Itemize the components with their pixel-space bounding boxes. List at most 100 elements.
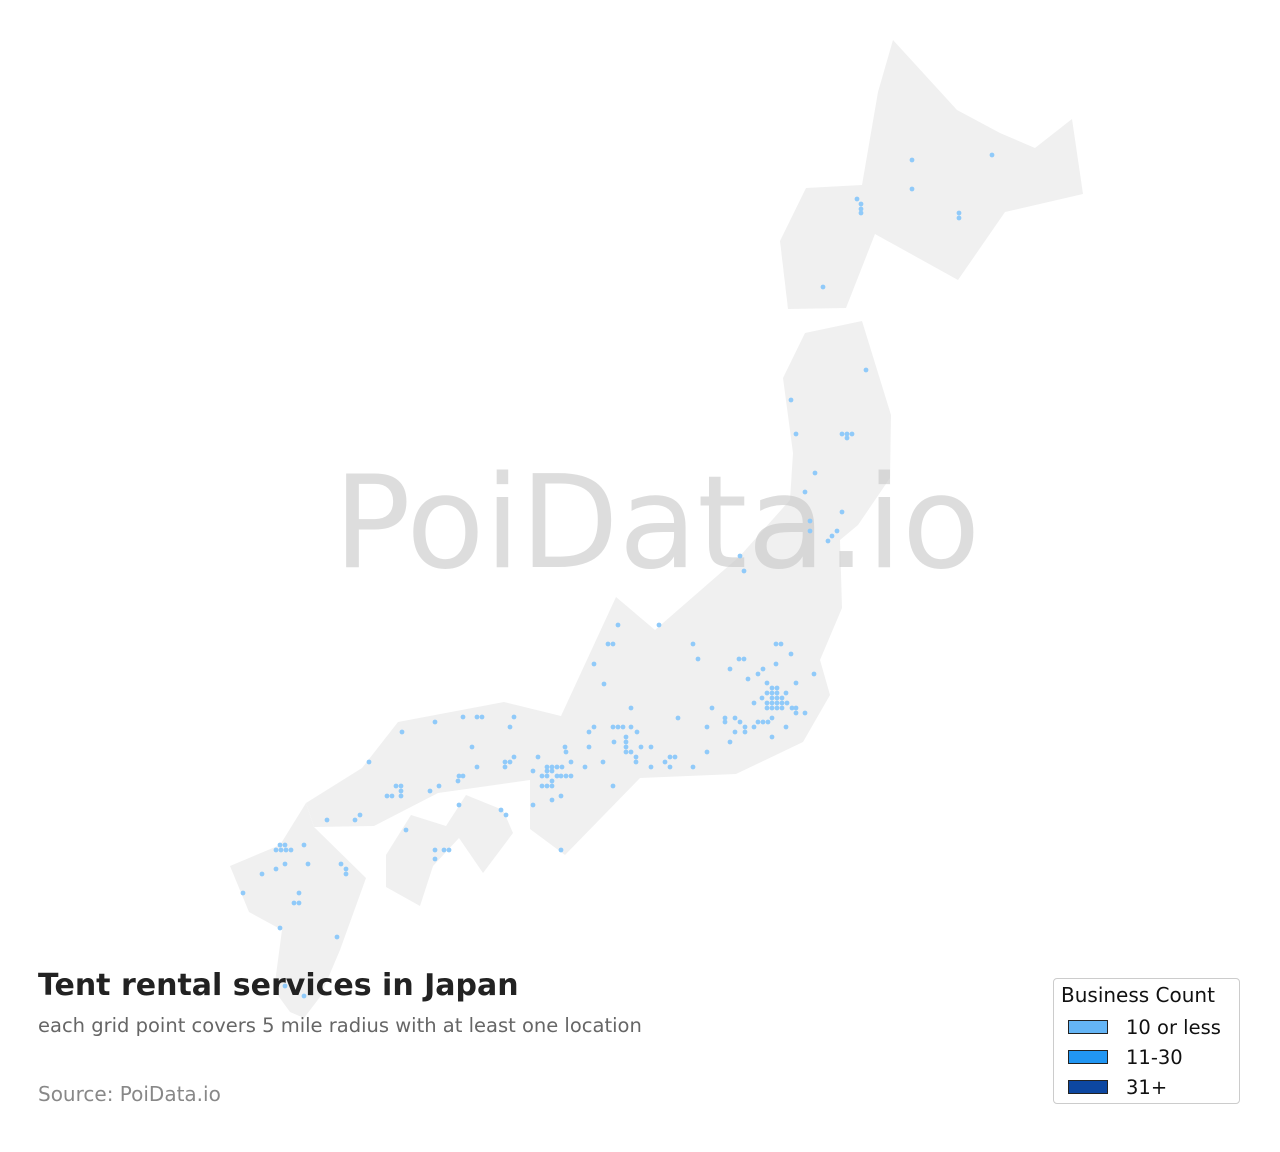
grid-point [807,518,813,524]
grid-point [507,759,513,765]
legend-swatch [1068,1020,1108,1034]
grid-point [755,671,761,677]
grid-point [277,925,283,931]
grid-point [656,622,662,628]
grid-point [737,719,743,725]
grid-point [502,759,508,765]
grid-point [769,715,775,721]
grid-point [760,719,766,725]
grid-point [769,700,775,706]
grid-point [620,724,626,730]
grid-point [554,764,560,770]
grid-point [774,705,780,711]
grid-point [283,847,289,853]
grid-point [288,847,294,853]
grid-point [610,724,616,730]
source-label: Source: PoiData.io [38,1082,221,1106]
grid-point [343,866,349,872]
island-kyushu [230,803,366,1018]
grid-point [559,764,565,770]
grid-point [511,754,517,760]
land-layer [230,40,1083,1018]
legend-title: Business Count [1061,983,1215,1007]
grid-point [535,754,541,760]
grid-point [956,210,962,216]
grid-point [544,764,550,770]
grid-point [615,622,621,628]
grid-point [591,724,597,730]
grid-point [469,744,475,750]
grid-point [530,802,536,808]
grid-point [802,489,808,495]
grid-point [605,641,611,647]
grid-point [278,847,284,853]
grid-point [436,783,442,789]
grid-point [446,847,452,853]
grid-point [667,764,673,770]
grid-point [648,764,654,770]
grid-point [863,367,869,373]
grid-point [788,651,794,657]
grid-point [648,744,654,750]
grid-point [343,871,349,877]
legend-item-low: 10 or less [1068,1016,1221,1039]
grid-point [802,710,808,716]
grid-point [398,793,404,799]
grid-point [675,715,681,721]
legend-label: 11-30 [1126,1045,1183,1069]
grid-point [829,533,835,539]
grid-point [273,866,279,872]
grid-point [773,641,779,647]
grid-point [793,705,799,711]
grid-point [296,890,302,896]
grid-point [479,714,485,720]
grid-point [672,754,678,760]
grid-point [563,773,569,779]
grid-point [301,842,307,848]
grid-point [324,817,330,823]
grid-point [769,705,775,711]
grid-point [544,783,550,789]
legend-label: 31+ [1126,1075,1168,1099]
grid-point [742,729,748,735]
grid-point [820,284,826,290]
grid-point [769,695,775,701]
grid-point [793,431,799,437]
grid-point [783,724,789,730]
grid-point [432,719,438,725]
grid-point [441,847,447,853]
map-subtitle: each grid point covers 5 mile radius wit… [38,1014,642,1037]
legend-swatch [1068,1080,1108,1094]
grid-point [600,759,606,765]
grid-point [807,528,813,534]
grid-point [779,705,785,711]
grid-point [769,690,775,696]
grid-point [305,861,311,867]
grid-point [301,993,307,999]
grid-point [633,759,639,765]
grid-point [334,934,340,940]
grid-point [789,705,795,711]
grid-point [695,656,701,662]
map-title: Tent rental services in Japan [38,968,519,1003]
grid-point [611,739,617,745]
grid-point [774,685,780,691]
grid-point [357,812,363,818]
grid-point [539,783,545,789]
grid-point [623,734,629,740]
grid-point [755,719,761,725]
grid-point [844,431,850,437]
grid-point [338,861,344,867]
grid-point [399,729,405,735]
grid-point [834,528,840,534]
grid-point [507,724,513,730]
grid-point [586,729,592,735]
watermark: PoiData.io [334,449,981,598]
legend: Business Count 10 or less 11-30 31+ [1053,978,1240,1104]
grid-point [722,715,728,721]
grid-point [751,724,757,730]
grid-point [549,783,555,789]
grid-point [858,201,864,207]
grid-point [601,681,607,687]
grid-point [690,764,696,770]
